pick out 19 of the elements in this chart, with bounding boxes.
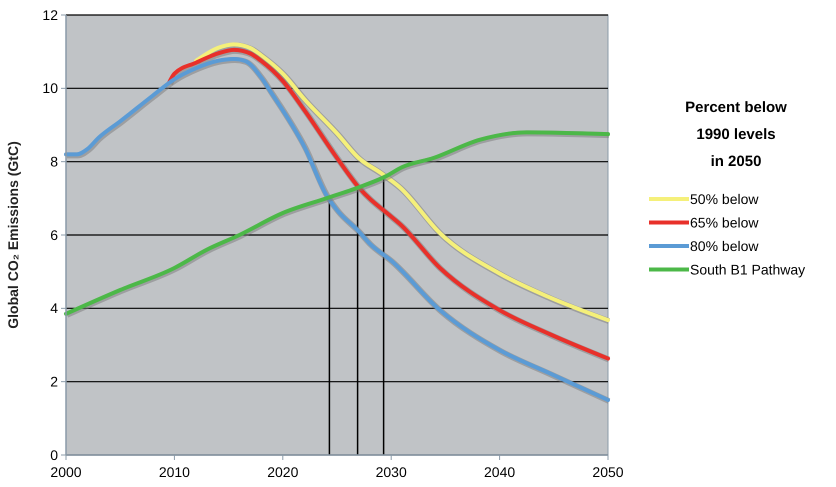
y-tick-label: 12 <box>42 6 58 23</box>
y-tick-label: 6 <box>50 226 58 243</box>
y-tick-label: 10 <box>42 80 58 96</box>
x-tick-label: 2000 <box>50 464 82 480</box>
y-tick-label: 0 <box>50 446 58 463</box>
legend-label: 80% below <box>690 238 760 254</box>
x-tick-label: 2020 <box>267 464 299 480</box>
x-tick-label: 2040 <box>484 464 516 480</box>
legend-label: South B1 Pathway <box>690 261 806 278</box>
legend-label: 50% below <box>690 190 760 207</box>
x-tick-label: 2010 <box>158 464 190 480</box>
y-tick-label: 2 <box>50 374 58 390</box>
legend-label: 65% below <box>690 214 760 230</box>
y-tick-label: 4 <box>50 300 58 316</box>
legend-title: Percent below 1990 levels in 2050 <box>685 99 788 170</box>
y-axis-title: Global CO₂ Emissions (GtC) <box>5 141 21 329</box>
y-tick-label: 8 <box>50 154 58 170</box>
x-tick-label: 2030 <box>376 464 407 480</box>
x-tick-label: 2050 <box>592 464 624 480</box>
